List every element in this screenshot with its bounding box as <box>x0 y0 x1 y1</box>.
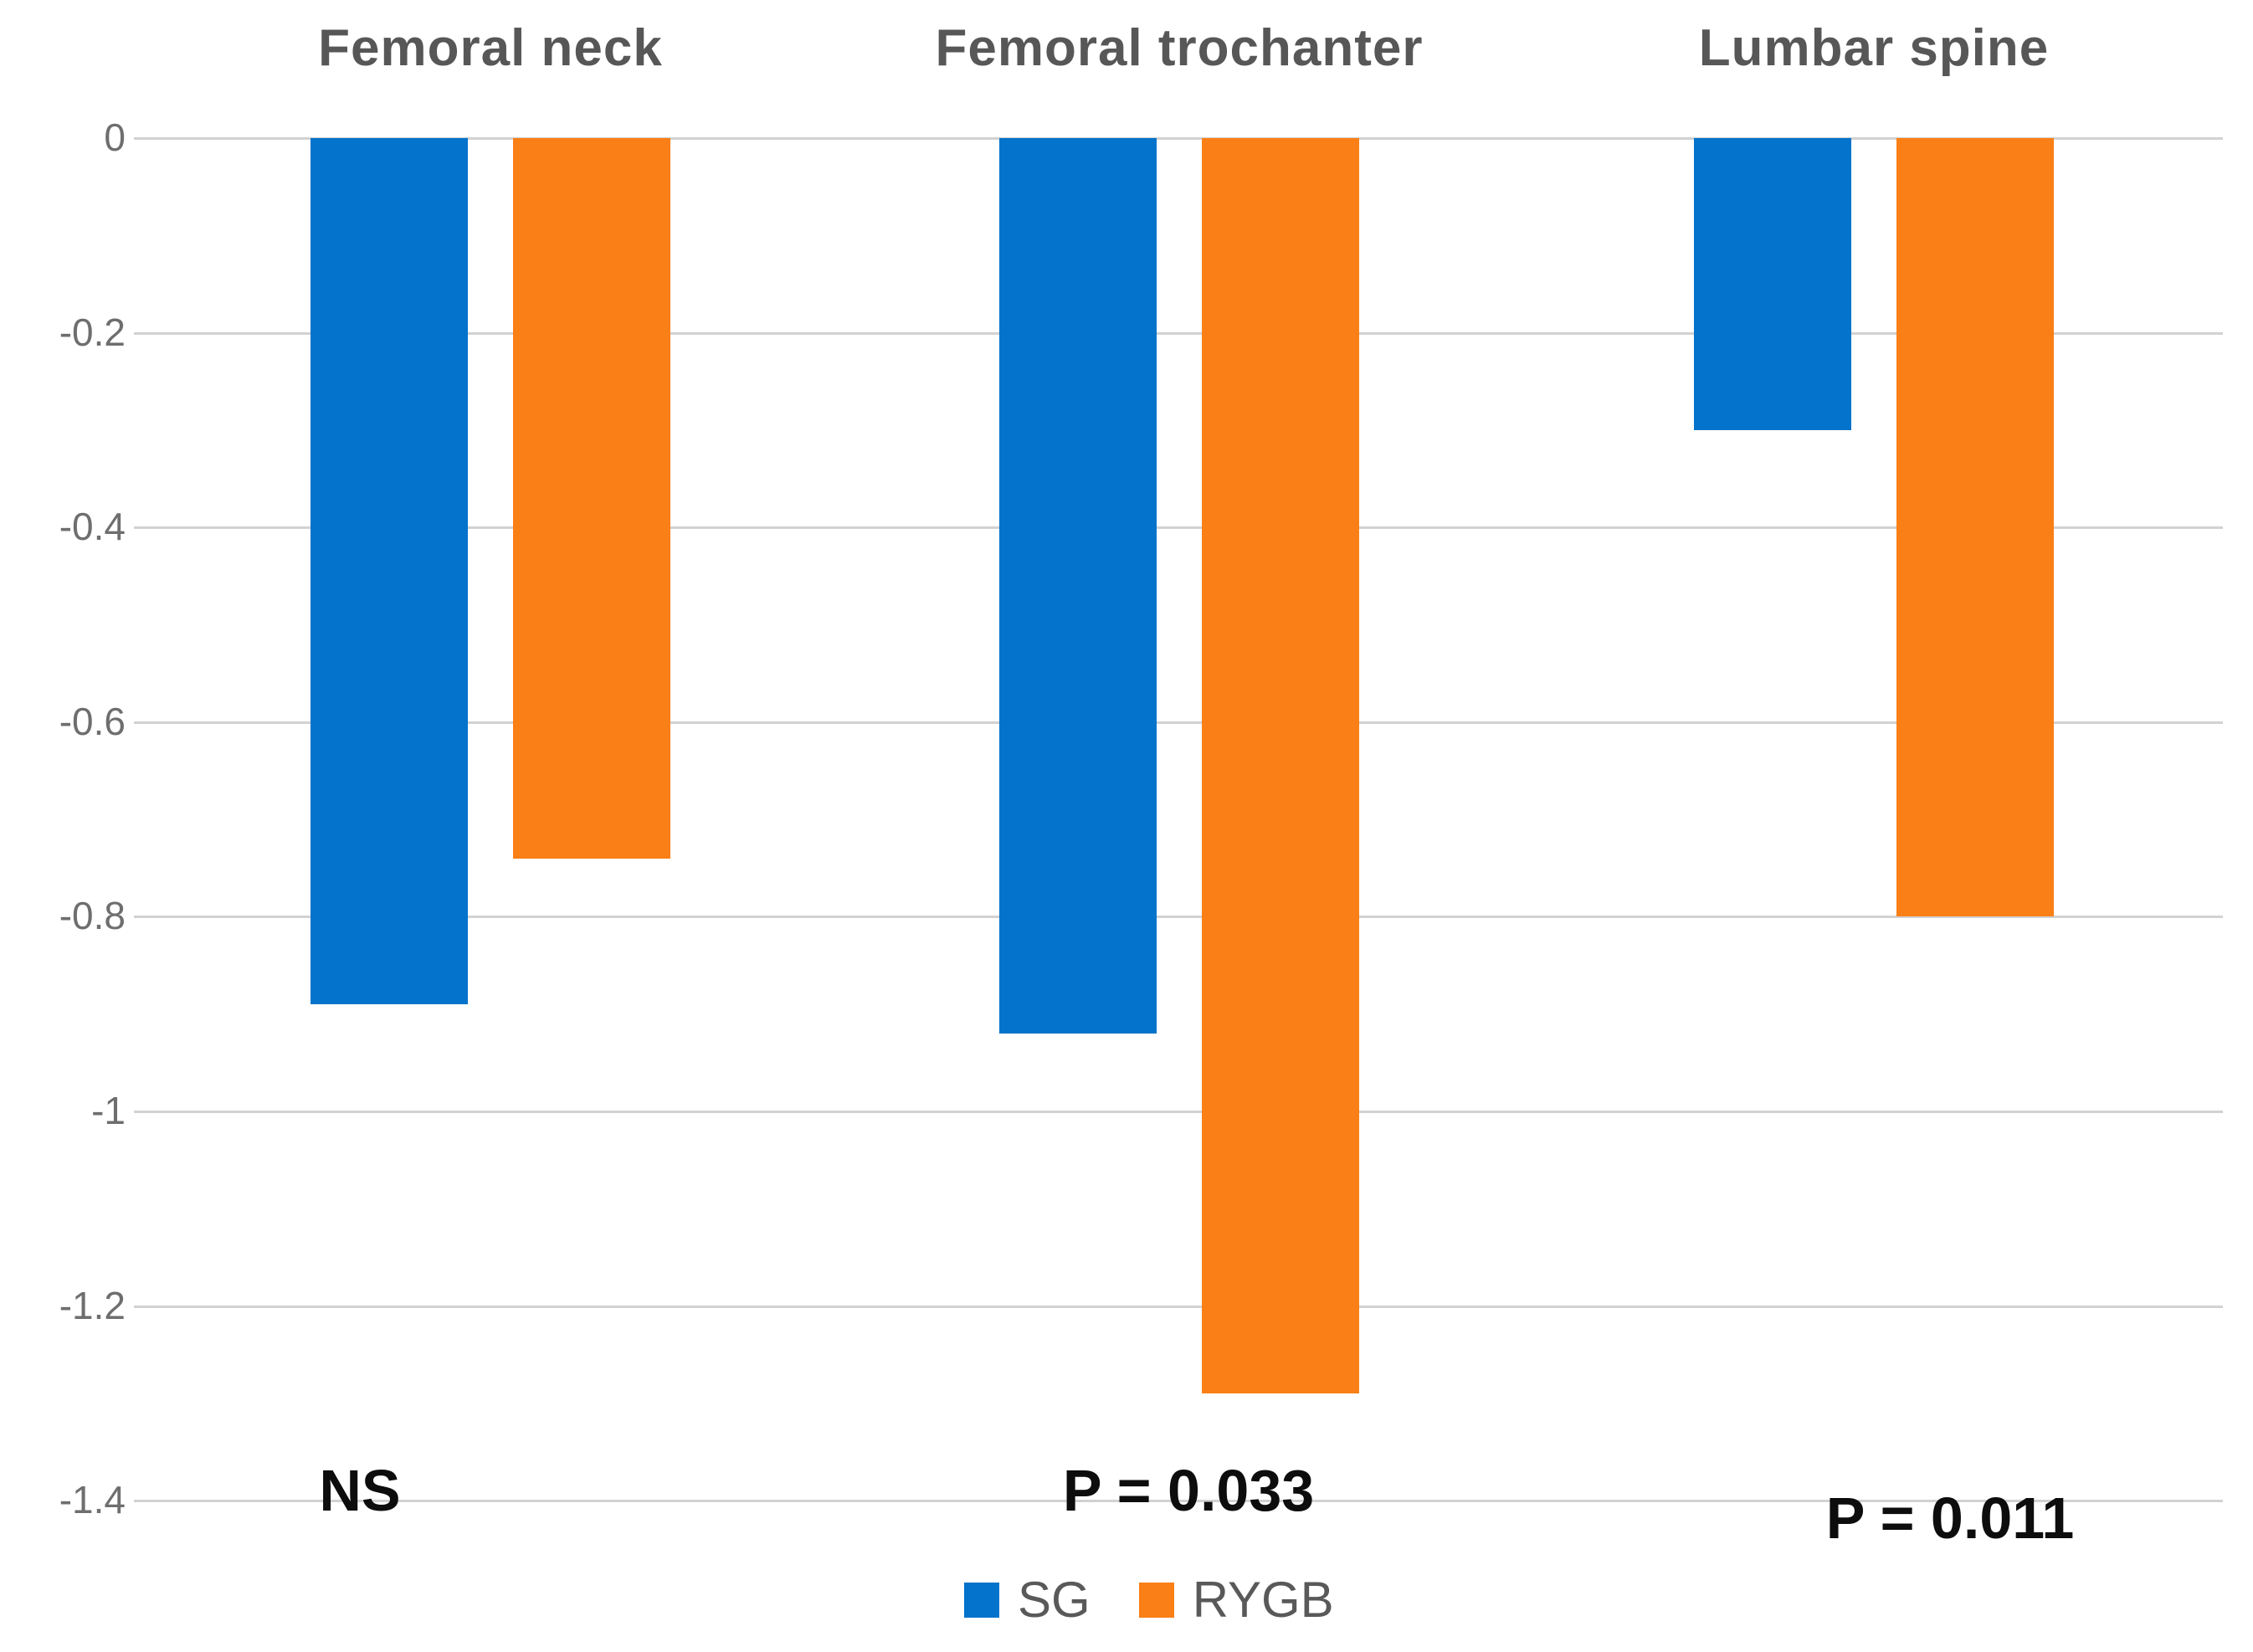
gridline-0 <box>134 137 2223 140</box>
gridline-0-8 <box>134 916 2223 918</box>
y-tick-label-1: -1 <box>91 1089 126 1132</box>
bar-rygb-femoral-neck <box>513 138 670 859</box>
y-tick-label-0: 0 <box>104 115 126 159</box>
gridline-0-4 <box>134 526 2223 529</box>
gridline-0-6 <box>134 721 2223 724</box>
legend: SG RYGB <box>964 1575 1334 1625</box>
bar-rygb-lumbar-spine <box>1896 138 2054 916</box>
legend-swatch-rygb <box>1138 1583 1174 1618</box>
annotation-lumbar-spine: P = 0.011 <box>1825 1485 2075 1551</box>
legend-label-sg: SG <box>1018 1572 1091 1628</box>
y-tick-label-0-6: -0.6 <box>59 700 126 743</box>
bar-sg-lumbar-spine <box>1694 138 1851 430</box>
gridline-1-2 <box>134 1306 2223 1308</box>
gridline-1 <box>134 1111 2223 1113</box>
y-tick-label-1-4: -1.4 <box>59 1478 126 1521</box>
bar-sg-femoral-neck <box>310 138 468 1004</box>
y-tick-label-0-4: -0.4 <box>59 505 126 548</box>
legend-item-rygb: RYGB <box>1138 1572 1334 1628</box>
bar-sg-femoral-trochanter <box>999 138 1157 1034</box>
annotation-femoral-neck: NS <box>319 1458 401 1523</box>
bar-rygb-femoral-trochanter <box>1202 138 1359 1393</box>
legend-swatch-sg <box>964 1583 999 1618</box>
column-title-femoral-trochanter: Femoral trochanter <box>935 19 1424 77</box>
legend-label-rygb: RYGB <box>1192 1572 1334 1628</box>
gridline-1-4 <box>134 1500 2223 1502</box>
y-tick-label-0-8: -0.8 <box>59 894 126 937</box>
gridline-0-2 <box>134 332 2223 335</box>
annotation-femoral-trochanter: P = 0.033 <box>1062 1458 1315 1523</box>
y-tick-label-1-2: -1.2 <box>59 1284 126 1327</box>
y-tick-label-0-2: -0.2 <box>59 310 126 354</box>
column-title-femoral-neck: Femoral neck <box>318 19 663 77</box>
column-title-lumbar-spine: Lumbar spine <box>1698 19 2050 77</box>
legend-item-sg: SG <box>964 1575 1091 1625</box>
